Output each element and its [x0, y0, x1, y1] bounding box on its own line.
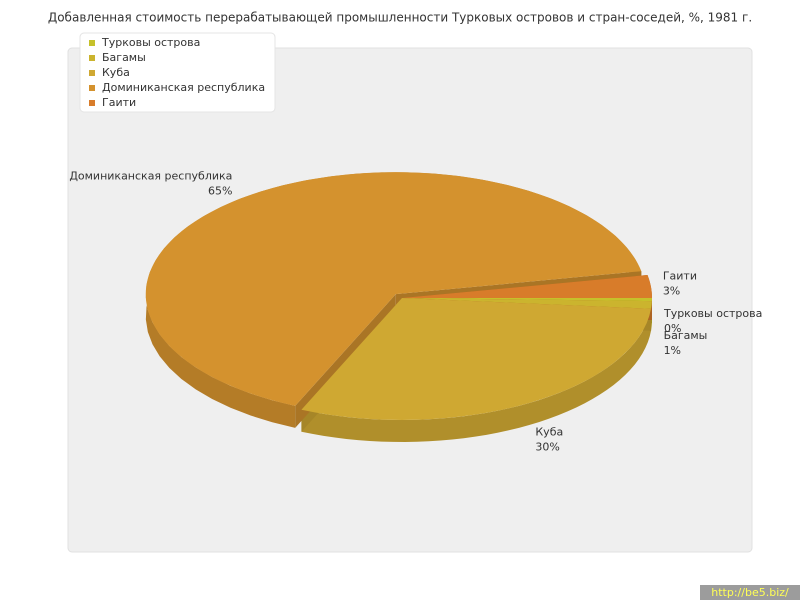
slice-value-label: 65% — [208, 185, 232, 198]
slice-label: Турковы острова — [663, 307, 762, 320]
legend-label: Турковы острова — [101, 36, 200, 49]
slice-label: Доминиканская республика — [69, 170, 232, 183]
slice-value-label: 3% — [663, 285, 680, 298]
legend-label: Багамы — [102, 51, 146, 64]
slice-value-label: 30% — [535, 440, 559, 453]
legend-label: Доминиканская республика — [102, 81, 265, 94]
slice-label: Гаити — [663, 270, 697, 283]
legend-swatch — [89, 85, 95, 91]
legend-swatch — [89, 70, 95, 76]
slice-label: Куба — [535, 425, 563, 438]
legend-label: Куба — [102, 66, 130, 79]
watermark: http://be5.biz/ — [711, 586, 789, 599]
legend-swatch — [89, 100, 95, 106]
slice-label: Багамы — [664, 329, 708, 342]
chart-title: Добавленная стоимость перерабатывающей п… — [48, 11, 752, 25]
legend-swatch — [89, 40, 95, 46]
pie — [146, 172, 652, 442]
legend-swatch — [89, 55, 95, 61]
slice-value-label: 1% — [664, 344, 681, 357]
legend-label: Гаити — [102, 96, 136, 109]
